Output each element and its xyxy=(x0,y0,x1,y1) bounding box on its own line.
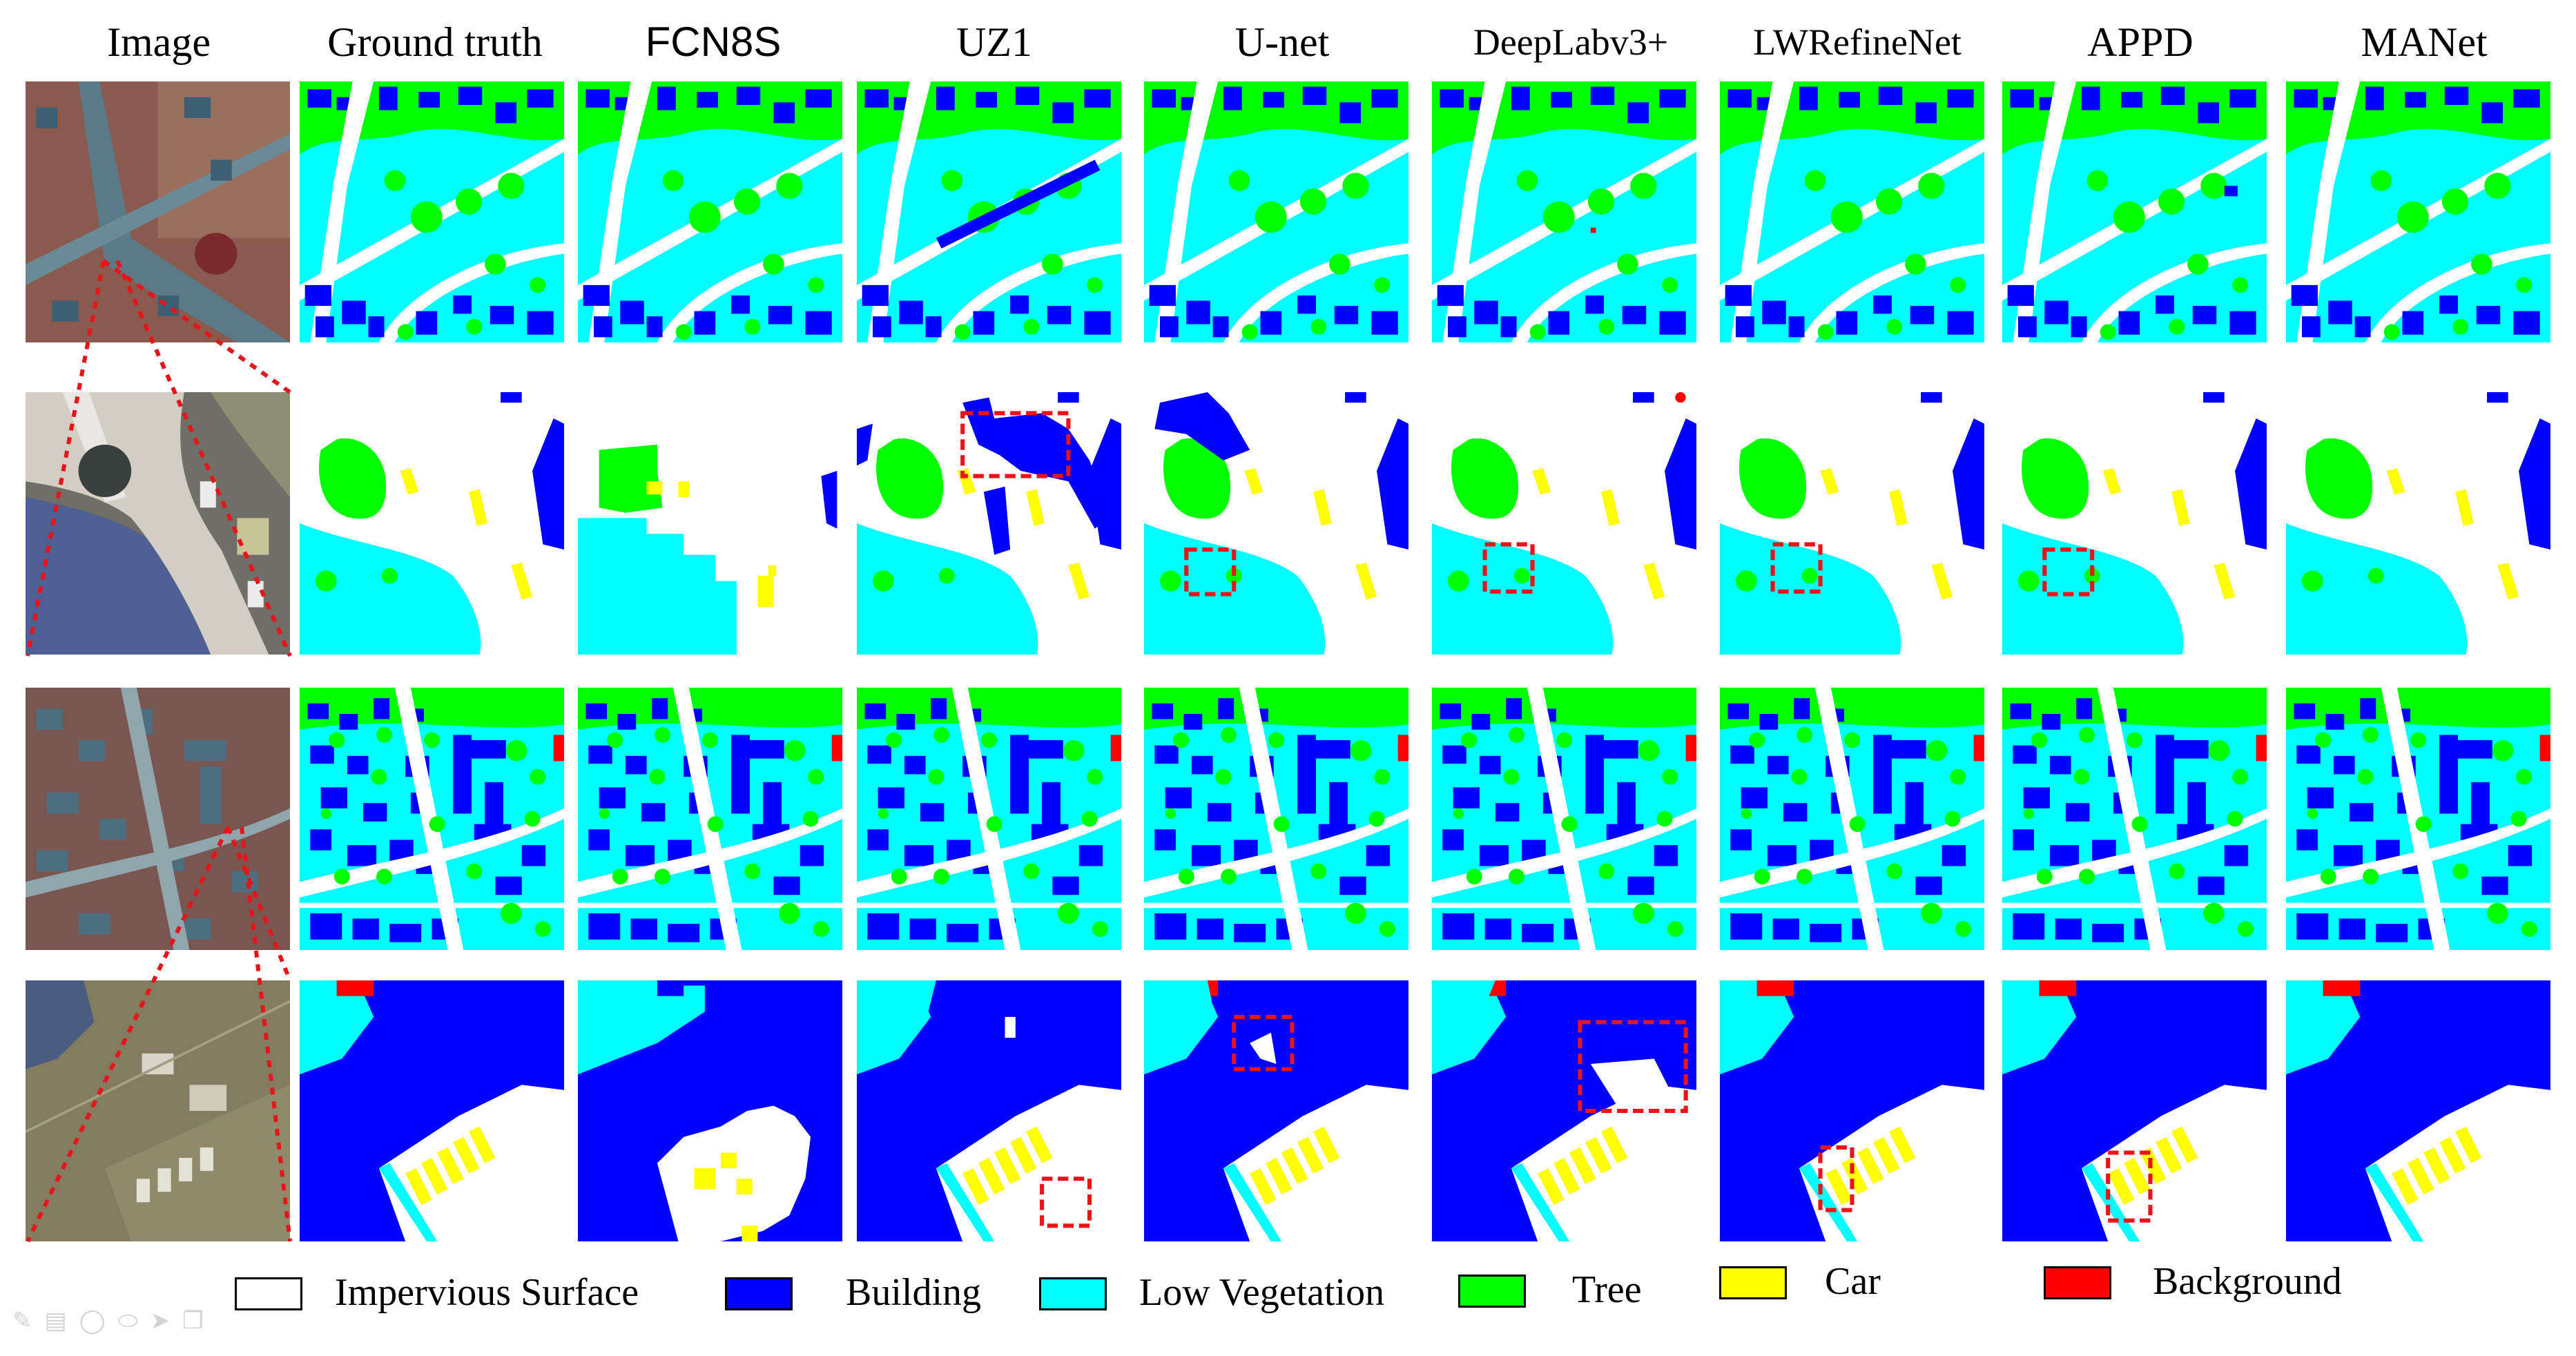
row4-ground-truth xyxy=(300,980,564,1241)
row1-appd xyxy=(2002,81,2267,342)
car-swatch xyxy=(1719,1266,1787,1299)
row2-uz1 xyxy=(857,392,1121,655)
pointer-icon[interactable]: ➤ xyxy=(150,1307,171,1335)
row4-fcn8s xyxy=(578,980,842,1241)
low-vegetation-swatch xyxy=(1039,1277,1107,1310)
row3-fcn8s xyxy=(578,688,842,950)
header-appd: APPD xyxy=(2087,19,2194,65)
row4-appd xyxy=(2002,980,2267,1241)
row1-lwrefinenet xyxy=(1720,81,1984,342)
eraser-icon[interactable]: ⬭ xyxy=(117,1307,138,1335)
header-image: Image xyxy=(107,19,211,65)
row1-uz1 xyxy=(857,81,1121,342)
annotation-toolbar: ✎ ▤ ◯ ⬭ ➤ ❐ xyxy=(12,1304,204,1338)
row4-unet xyxy=(1144,980,1408,1241)
impervious-surface-swatch xyxy=(235,1277,302,1310)
row2-lwrefinenet xyxy=(1720,392,1984,655)
header-manet: MANet xyxy=(2361,19,2488,65)
row2-image xyxy=(26,392,290,655)
row3-uz1 xyxy=(857,688,1121,950)
row2-manet xyxy=(2286,392,2550,655)
header-ground-truth: Ground truth xyxy=(327,19,543,65)
highlighter-icon[interactable]: ▤ xyxy=(44,1307,67,1335)
row4-deeplabv3plus xyxy=(1432,980,1696,1241)
row3-deeplabv3plus xyxy=(1432,688,1696,950)
row2-appd xyxy=(2002,392,2267,655)
header-deeplabv3plus: DeepLabv3+ xyxy=(1473,21,1669,63)
row1-manet xyxy=(2286,81,2550,342)
row4-manet xyxy=(2286,980,2550,1241)
row3-image xyxy=(26,688,290,950)
row3-ground-truth xyxy=(300,688,564,950)
row2-unet xyxy=(1144,392,1408,655)
background-swatch xyxy=(2044,1266,2111,1299)
header-fcn8s: FCN8S xyxy=(645,19,782,65)
header-lwrefinenet: LWRefineNet xyxy=(1753,21,1962,63)
row3-appd xyxy=(2002,688,2267,950)
row2-ground-truth xyxy=(300,392,564,655)
row2-deeplabv3plus xyxy=(1432,392,1696,655)
row1-image xyxy=(26,81,290,342)
row3-manet xyxy=(2286,688,2550,950)
row1-ground-truth xyxy=(300,81,564,342)
building-swatch xyxy=(725,1277,793,1310)
row1-unet xyxy=(1144,81,1408,342)
header-uz1: UZ1 xyxy=(956,19,1032,65)
pen-icon[interactable]: ✎ xyxy=(12,1307,32,1335)
row4-image xyxy=(26,980,290,1241)
row3-unet xyxy=(1144,688,1408,950)
row4-lwrefinenet xyxy=(1720,980,1984,1241)
tree-swatch xyxy=(1458,1275,1526,1308)
row3-lwrefinenet xyxy=(1720,688,1984,950)
row4-uz1 xyxy=(857,980,1121,1241)
row2-fcn8s xyxy=(578,392,842,655)
header-unet: U-net xyxy=(1234,19,1330,65)
lasso-icon[interactable]: ◯ xyxy=(79,1307,106,1335)
row1-fcn8s xyxy=(578,81,842,342)
copy-icon[interactable]: ❐ xyxy=(182,1307,204,1335)
row1-deeplabv3plus xyxy=(1432,81,1696,342)
